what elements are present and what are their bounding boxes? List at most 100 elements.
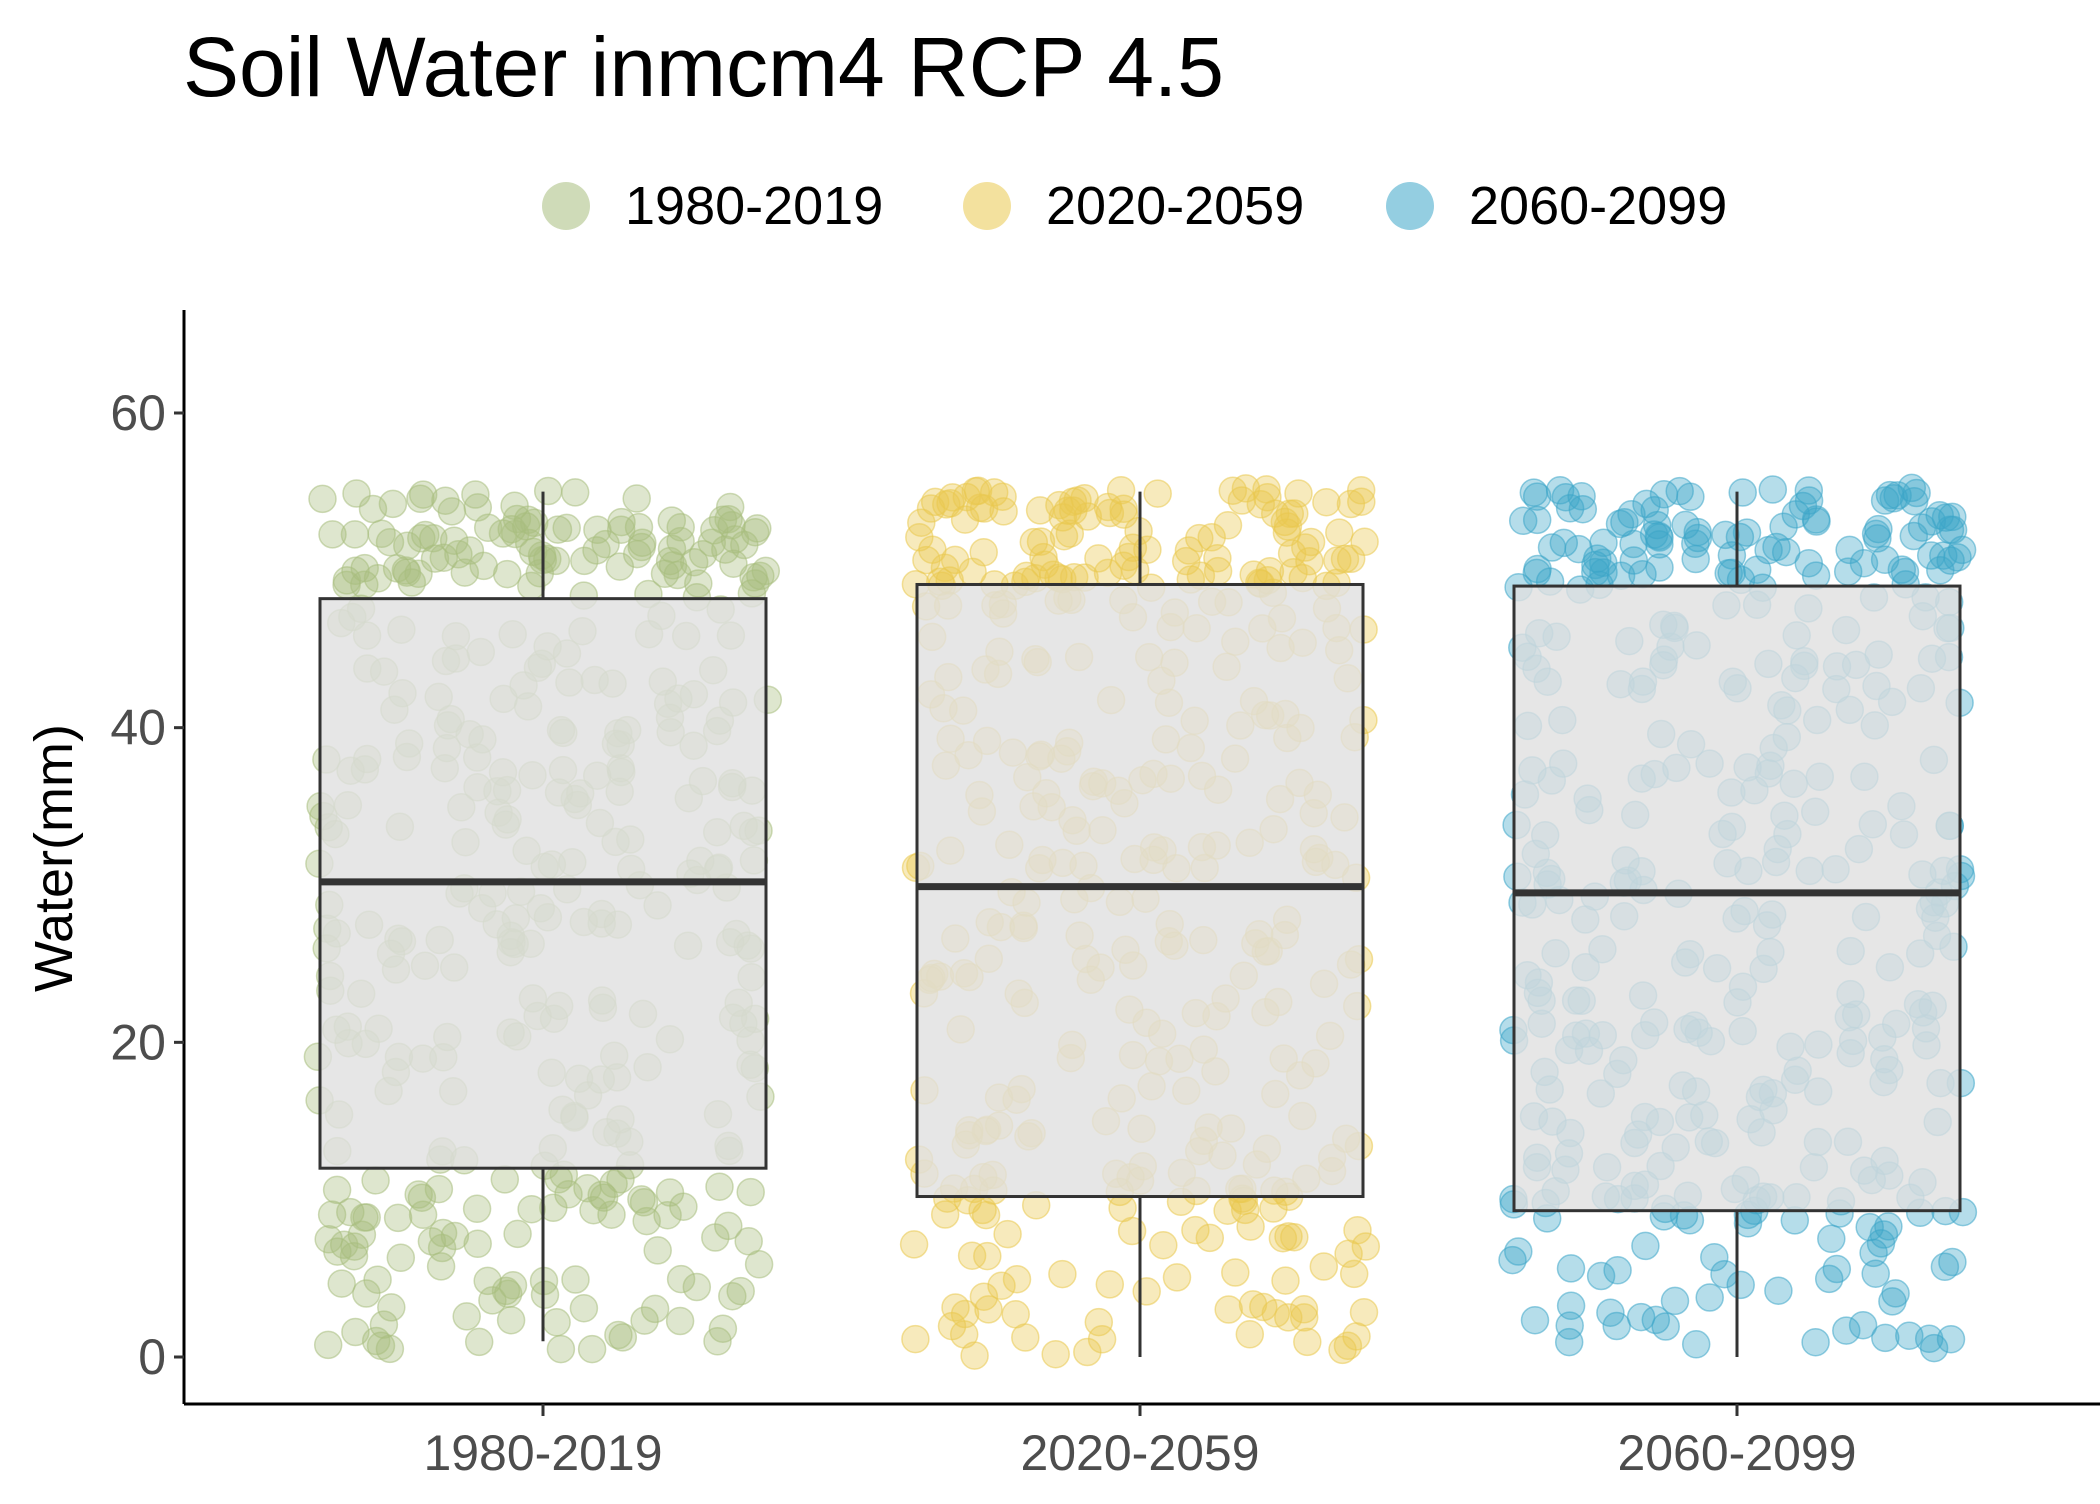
data-point	[1295, 546, 1324, 576]
data-point	[560, 478, 590, 507]
data-point	[607, 507, 636, 537]
data-point	[1938, 1247, 1967, 1277]
data-point	[352, 1279, 381, 1308]
data-point	[375, 527, 405, 557]
data-point	[1660, 1286, 1690, 1316]
data-point	[608, 1323, 638, 1352]
legend-key-2060-2099	[1386, 182, 1434, 230]
data-point	[1309, 1252, 1339, 1281]
data-point	[1695, 1283, 1724, 1312]
data-point	[488, 519, 518, 548]
data-point	[1195, 1223, 1225, 1253]
data-point	[1907, 513, 1937, 542]
data-point	[718, 1281, 747, 1311]
data-point	[533, 476, 563, 506]
data-point	[1926, 556, 1955, 585]
data-point	[1143, 479, 1172, 508]
data-point	[517, 571, 546, 601]
data-point	[587, 1180, 616, 1210]
box-2060-2099	[1512, 584, 1962, 1213]
data-point	[1711, 520, 1740, 550]
data-point	[406, 484, 435, 514]
data-point	[666, 513, 695, 542]
data-point	[968, 1195, 997, 1225]
data-point	[408, 480, 438, 509]
data-point	[366, 1331, 396, 1361]
data-point	[1270, 507, 1300, 537]
data-point	[938, 483, 967, 512]
data-point	[744, 1250, 774, 1279]
data-point	[1323, 546, 1352, 575]
data-point	[517, 1194, 546, 1224]
data-point	[569, 1293, 599, 1323]
data-point	[490, 1165, 520, 1194]
data-point	[628, 528, 657, 557]
data-point	[539, 1193, 568, 1223]
data-point	[1508, 506, 1538, 536]
data-point	[407, 1183, 437, 1212]
data-point	[605, 552, 635, 581]
data-point	[1504, 1237, 1533, 1266]
data-point	[552, 513, 581, 543]
data-point	[1236, 1212, 1265, 1241]
data-point	[582, 536, 611, 565]
data-point	[682, 1272, 712, 1302]
legend-label-2020-2059: 2020-2059	[1046, 176, 1304, 236]
data-point	[606, 515, 636, 544]
data-point	[630, 1306, 659, 1335]
data-point	[1214, 1295, 1243, 1324]
data-point	[546, 1334, 576, 1364]
data-point	[1261, 1299, 1291, 1328]
data-point	[503, 1219, 532, 1249]
data-point	[317, 1200, 347, 1229]
data-point	[1645, 553, 1674, 582]
chart-title: Soil Water inmcm4 RCP 4.5	[183, 20, 1224, 114]
data-point	[1639, 520, 1669, 549]
data-point	[1586, 1261, 1616, 1291]
box-2020-2059	[915, 582, 1365, 1199]
data-point	[1897, 473, 1927, 503]
data-point	[629, 1188, 659, 1217]
data-point	[705, 1172, 734, 1201]
data-point	[697, 528, 727, 558]
data-point	[1002, 1264, 1032, 1294]
data-point	[411, 520, 440, 550]
data-point	[1555, 494, 1585, 523]
data-point	[1041, 1339, 1070, 1369]
data-point	[1133, 535, 1162, 564]
data-point	[1109, 551, 1138, 580]
data-point	[1349, 1297, 1379, 1327]
data-point	[1938, 502, 1967, 532]
data-point	[377, 1293, 406, 1322]
data-point	[1351, 1232, 1381, 1261]
data-point	[428, 1218, 458, 1248]
data-point	[1732, 518, 1762, 547]
data-point	[666, 1264, 696, 1294]
x-tick-label: 2020-2059	[1020, 1425, 1259, 1481]
data-point	[1343, 1215, 1372, 1245]
data-point	[542, 1308, 571, 1337]
data-point	[1861, 519, 1891, 549]
data-point	[1498, 1245, 1527, 1275]
data-point	[407, 524, 436, 553]
data-point	[1174, 536, 1204, 565]
data-point	[1822, 1254, 1852, 1284]
data-point	[1333, 1331, 1363, 1361]
data-point	[899, 1230, 929, 1259]
data-point	[1890, 557, 1920, 587]
data-point	[1947, 535, 1977, 565]
data-point	[313, 1330, 343, 1360]
data-point	[1162, 1263, 1192, 1292]
legend-key-1980-2019	[542, 182, 590, 230]
data-point	[439, 526, 469, 555]
y-axis-title: Water(mm)	[24, 724, 84, 992]
data-point	[431, 486, 460, 515]
data-point	[1347, 487, 1376, 516]
data-point	[361, 1166, 390, 1195]
data-point	[653, 1200, 682, 1230]
data-point	[741, 569, 770, 598]
data-point	[1058, 487, 1088, 516]
data-point	[1617, 500, 1646, 529]
data-point	[719, 549, 748, 578]
data-point	[701, 1223, 730, 1252]
